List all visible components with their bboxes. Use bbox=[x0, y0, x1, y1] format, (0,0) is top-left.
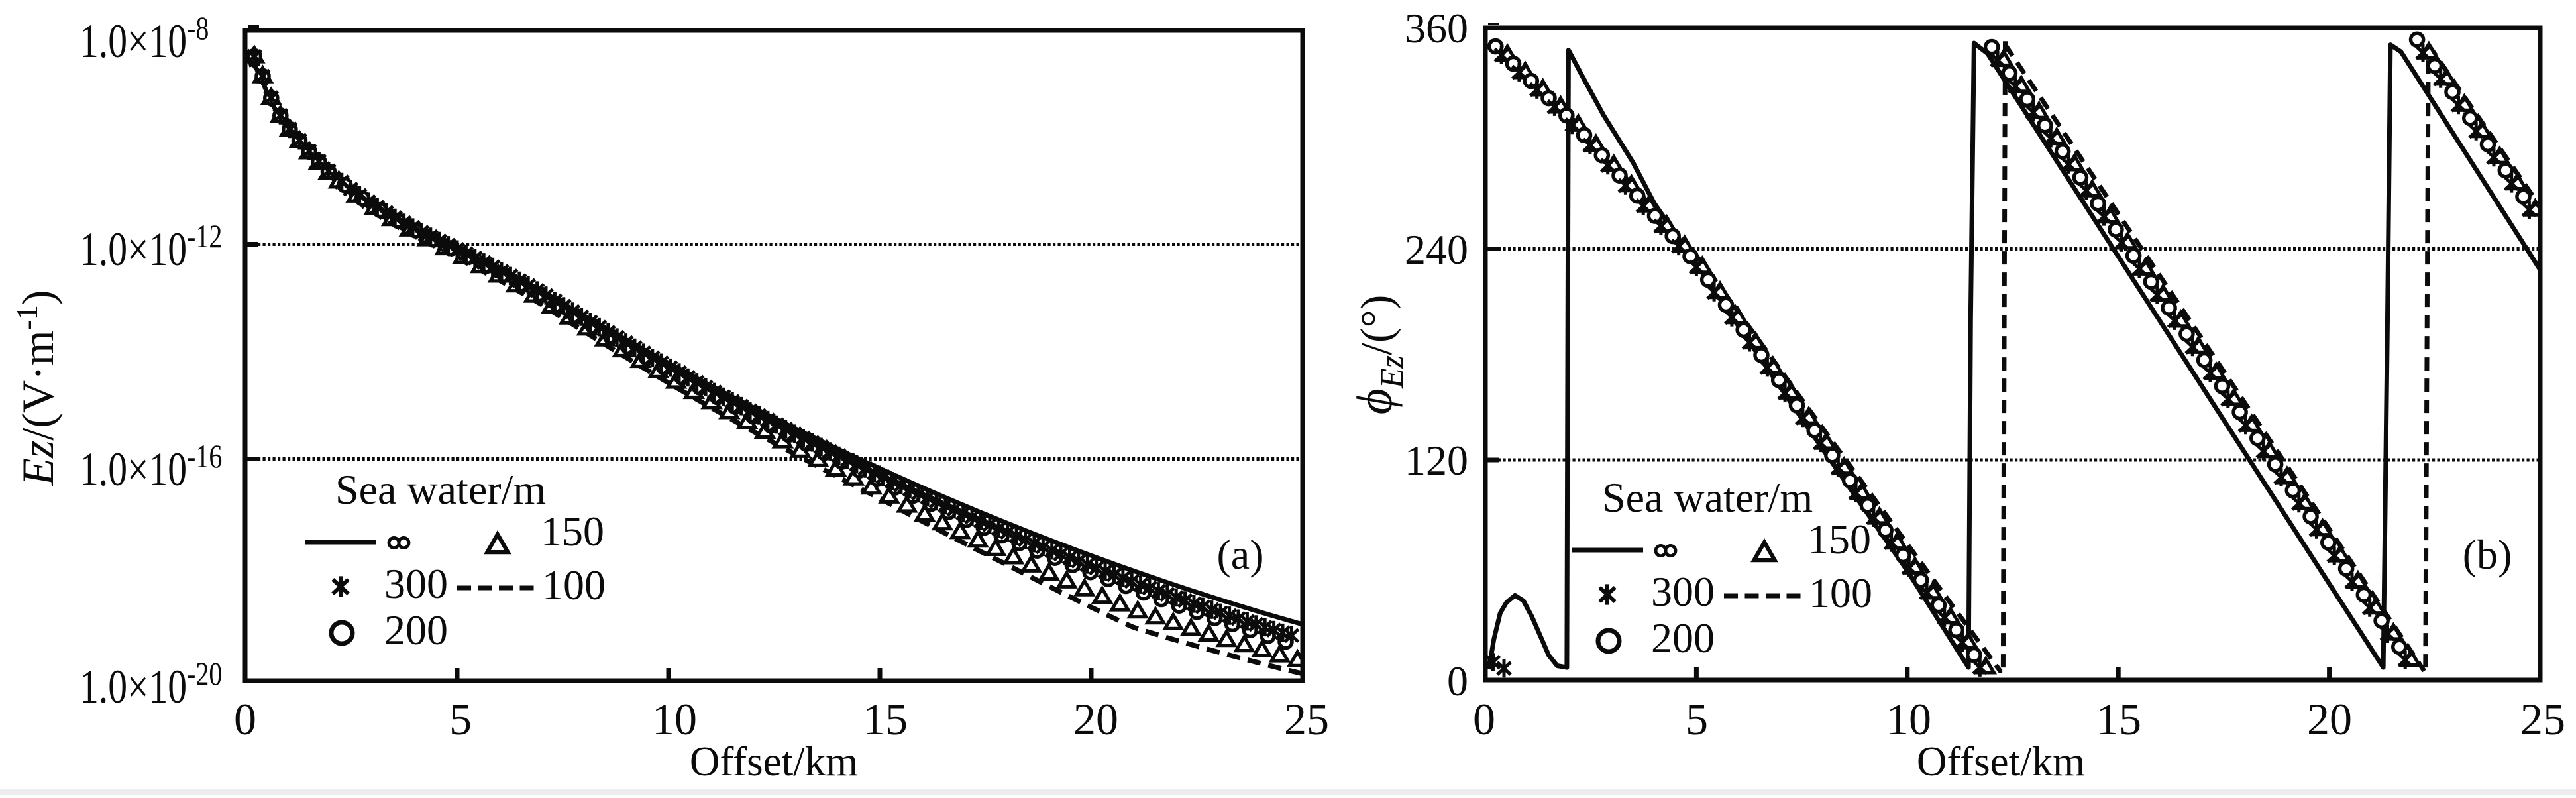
svg-text:Offset/km: Offset/km bbox=[690, 738, 858, 785]
svg-text:200: 200 bbox=[1651, 614, 1715, 661]
svg-text:360: 360 bbox=[1405, 5, 1468, 52]
svg-text:1.0×10-16: 1.0×10-16 bbox=[80, 438, 222, 496]
svg-text:10: 10 bbox=[1886, 694, 1931, 744]
svg-text:15: 15 bbox=[863, 694, 908, 744]
svg-text:25: 25 bbox=[1284, 694, 1329, 744]
svg-text:(a): (a) bbox=[1216, 531, 1263, 578]
svg-text:150: 150 bbox=[541, 508, 604, 555]
svg-text:150: 150 bbox=[1807, 516, 1871, 563]
svg-text:100: 100 bbox=[542, 561, 606, 608]
svg-text:1.0×10-8: 1.0×10-8 bbox=[80, 10, 209, 68]
svg-text:0: 0 bbox=[1447, 657, 1468, 705]
svg-text:200: 200 bbox=[384, 606, 448, 654]
svg-text:Sea water/m: Sea water/m bbox=[335, 466, 546, 513]
svg-text:0: 0 bbox=[234, 694, 256, 744]
svg-text:5: 5 bbox=[449, 694, 472, 744]
svg-text:10: 10 bbox=[652, 694, 697, 744]
svg-text:20: 20 bbox=[1073, 694, 1118, 744]
svg-text:25: 25 bbox=[2520, 694, 2565, 744]
svg-text:120: 120 bbox=[1405, 437, 1468, 484]
svg-text:ϕEz/(°): ϕEz/(°) bbox=[1347, 295, 1410, 415]
svg-text:20: 20 bbox=[2307, 694, 2352, 744]
svg-text:Offset/km: Offset/km bbox=[1917, 738, 2085, 785]
svg-text:5: 5 bbox=[1686, 694, 1708, 744]
svg-text:100: 100 bbox=[1809, 569, 1872, 616]
svg-text:(b): (b) bbox=[2463, 531, 2512, 578]
svg-text:300: 300 bbox=[1651, 568, 1715, 615]
svg-text:240: 240 bbox=[1405, 226, 1468, 273]
svg-text:0: 0 bbox=[1473, 694, 1495, 744]
svg-text:15: 15 bbox=[2096, 694, 2141, 744]
svg-text:300: 300 bbox=[384, 560, 448, 607]
svg-text:Sea water/m: Sea water/m bbox=[1602, 474, 1813, 521]
